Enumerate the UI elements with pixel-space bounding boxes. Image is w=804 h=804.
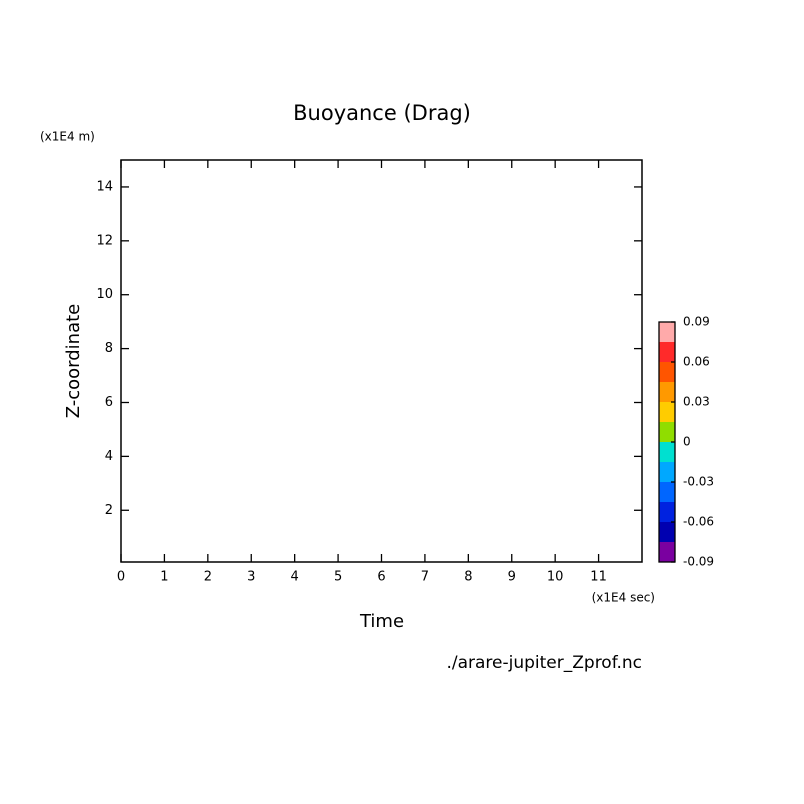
- colorbar-tick-label: 0.06: [683, 355, 710, 369]
- colorbar-tick-label: -0.09: [683, 555, 714, 569]
- x-axis-label: Time: [359, 611, 404, 632]
- colorbar-box: [659, 342, 675, 362]
- y-tick-label: 4: [105, 449, 113, 464]
- y-tick-label: 10: [96, 287, 113, 302]
- x-tick-label: 3: [247, 570, 255, 585]
- y-tick-label: 14: [96, 179, 113, 194]
- x-tick-label: 7: [421, 570, 429, 585]
- x-tick-label: 1: [160, 570, 168, 585]
- colorbar-tick-label: 0.03: [683, 395, 710, 409]
- colorbar-box: [659, 502, 675, 522]
- x-tick-label: 8: [464, 570, 472, 585]
- colorbar-tick-label: 0.09: [683, 315, 710, 329]
- x-tick-label: 5: [334, 570, 342, 585]
- colorbar-tick-label: -0.06: [683, 515, 714, 529]
- x-tick-label: 11: [590, 570, 607, 585]
- colorbar-box: [659, 522, 675, 542]
- colorbar-box: [659, 542, 675, 562]
- colorbar-box: [659, 382, 675, 402]
- y-tick-label: 8: [105, 341, 113, 356]
- chart-title: Buoyance (Drag): [293, 101, 471, 125]
- x-tick-label: 6: [377, 570, 385, 585]
- colorbar-tick-label: 0: [683, 435, 691, 449]
- x-unit: (x1E4 sec): [592, 591, 655, 605]
- y-tick-label: 2: [105, 503, 113, 518]
- x-tick-label: 10: [547, 570, 564, 585]
- y-axis-label: Z-coordinate: [63, 304, 84, 419]
- x-tick-label: 9: [508, 570, 516, 585]
- colorbar-tick-label: -0.03: [683, 475, 714, 489]
- colorbar-box: [659, 462, 675, 482]
- colorbar-box: [659, 362, 675, 382]
- colorbar-box: [659, 482, 675, 502]
- source-file: ./arare-jupiter_Zprof.nc: [446, 653, 642, 673]
- x-tick-label: 2: [204, 570, 212, 585]
- colorbar-box: [659, 442, 675, 462]
- x-tick-label: 0: [117, 570, 125, 585]
- colorbar-box: [659, 402, 675, 422]
- x-tick-label: 4: [291, 570, 299, 585]
- y-tick-label: 6: [105, 395, 113, 410]
- colorbar-box: [659, 422, 675, 442]
- colorbar-box: [659, 322, 675, 342]
- y-unit: (x1E4 m): [40, 130, 95, 144]
- y-tick-label: 12: [96, 233, 113, 248]
